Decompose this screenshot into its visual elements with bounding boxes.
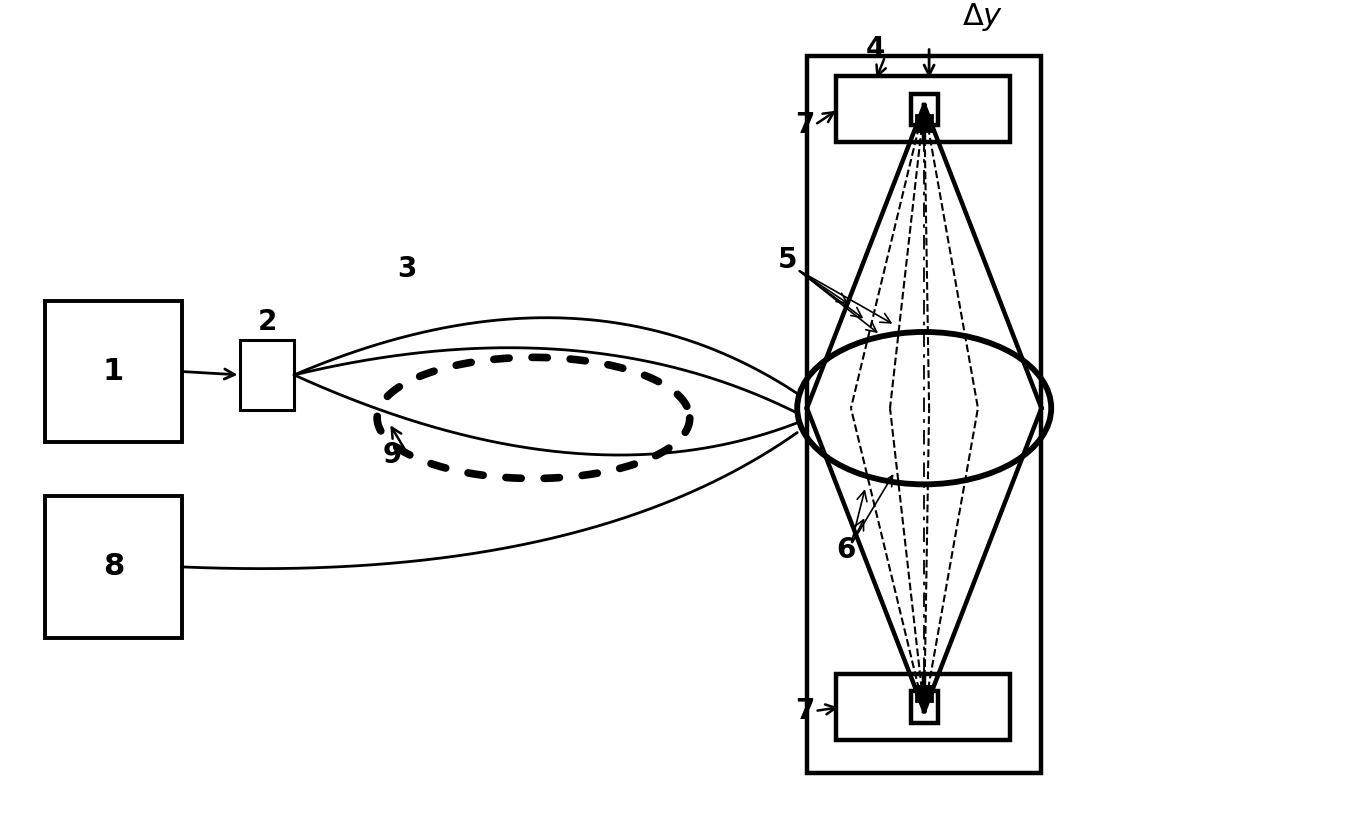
- Bar: [916, 685, 932, 702]
- Bar: [241, 340, 294, 410]
- Text: 8: 8: [103, 552, 124, 581]
- Text: 1: 1: [103, 357, 124, 386]
- Bar: [836, 76, 1010, 142]
- Text: $\Delta y$: $\Delta y$: [962, 2, 1003, 33]
- Bar: [911, 691, 938, 723]
- Bar: [911, 93, 938, 125]
- Text: 3: 3: [397, 255, 416, 284]
- Bar: [916, 115, 932, 131]
- Bar: [836, 674, 1010, 741]
- Text: 7: 7: [795, 111, 814, 139]
- Text: 5: 5: [777, 246, 798, 274]
- Text: 7: 7: [795, 697, 814, 725]
- Text: 2: 2: [258, 308, 277, 337]
- Text: 9: 9: [382, 441, 401, 469]
- Bar: [45, 496, 182, 637]
- Text: 6: 6: [836, 536, 856, 563]
- Bar: [807, 56, 1041, 772]
- Bar: [45, 301, 182, 442]
- Text: 4: 4: [866, 35, 885, 63]
